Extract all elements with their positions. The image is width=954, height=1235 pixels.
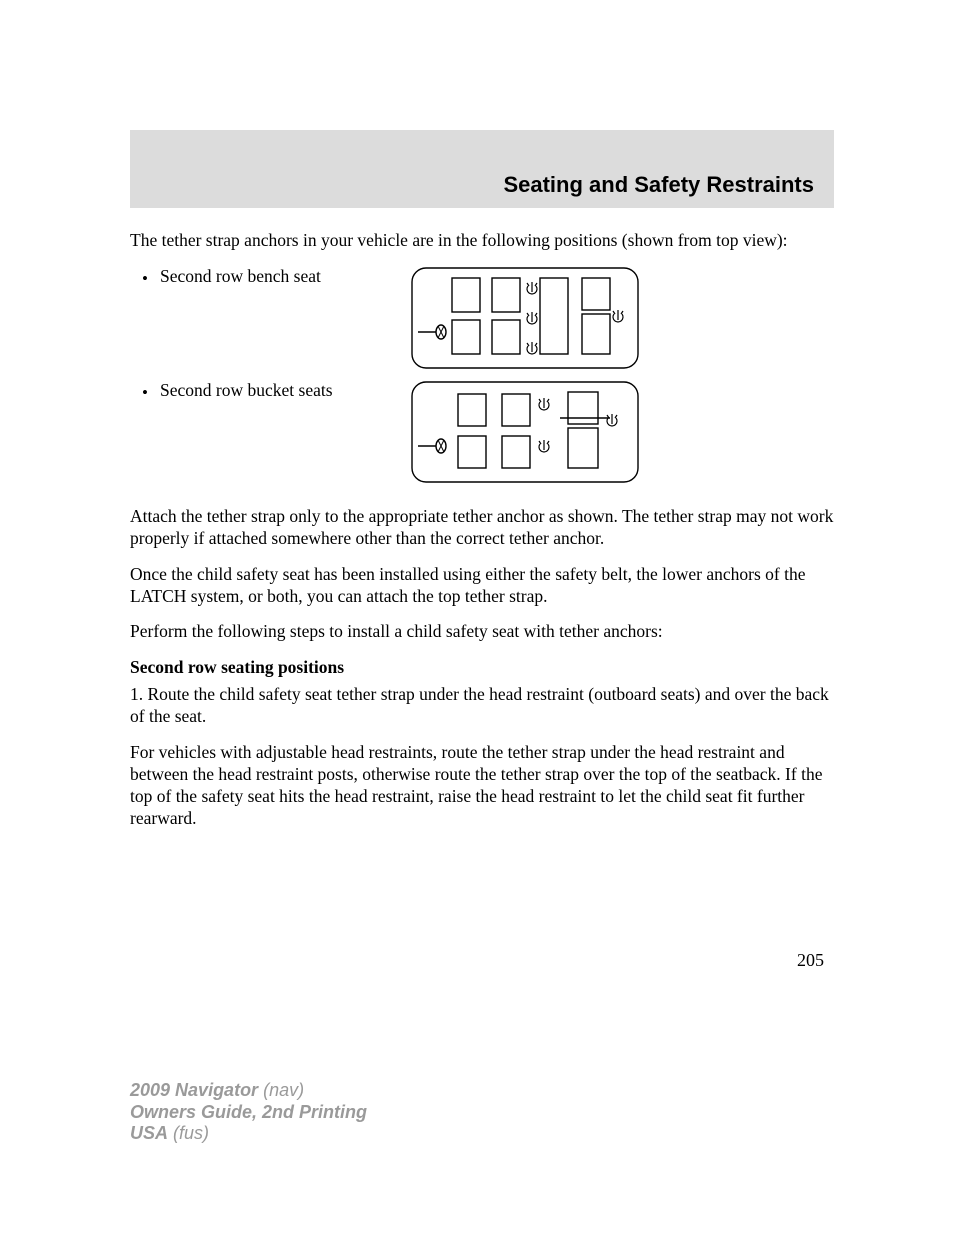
footer-region-code: (fus) (173, 1123, 209, 1143)
paragraph: Attach the tether strap only to the appr… (130, 506, 834, 550)
bullet-dot: • (130, 266, 160, 289)
page-number: 205 (130, 950, 834, 971)
bullet-row-bench: • Second row bench seat (130, 266, 834, 370)
bullet-dot: • (130, 380, 160, 403)
subheading: Second row seating positions (130, 657, 834, 678)
diagram-bucket (410, 380, 834, 484)
bullet-row-bucket: • Second row bucket seats (130, 380, 834, 484)
paragraph: For vehicles with adjustable head restra… (130, 742, 834, 830)
paragraph: Perform the following steps to install a… (130, 621, 834, 643)
paragraph: 1. Route the child safety seat tether st… (130, 684, 834, 728)
footer-model: 2009 Navigator (130, 1080, 258, 1100)
paragraph: Once the child safety seat has been inst… (130, 564, 834, 608)
footer-guide: Owners Guide, 2nd Printing (130, 1102, 367, 1124)
intro-text: The tether strap anchors in your vehicle… (130, 230, 834, 252)
section-header-band: Seating and Safety Restraints (130, 130, 834, 208)
bullet-label: Second row bucket seats (160, 380, 410, 402)
footer-block: 2009 Navigator (nav) Owners Guide, 2nd P… (130, 1080, 367, 1145)
bullet-label: Second row bench seat (160, 266, 410, 288)
footer-model-code: (nav) (263, 1080, 304, 1100)
footer-region: USA (130, 1123, 168, 1143)
section-title: Seating and Safety Restraints (150, 172, 814, 198)
diagram-bench (410, 266, 834, 370)
